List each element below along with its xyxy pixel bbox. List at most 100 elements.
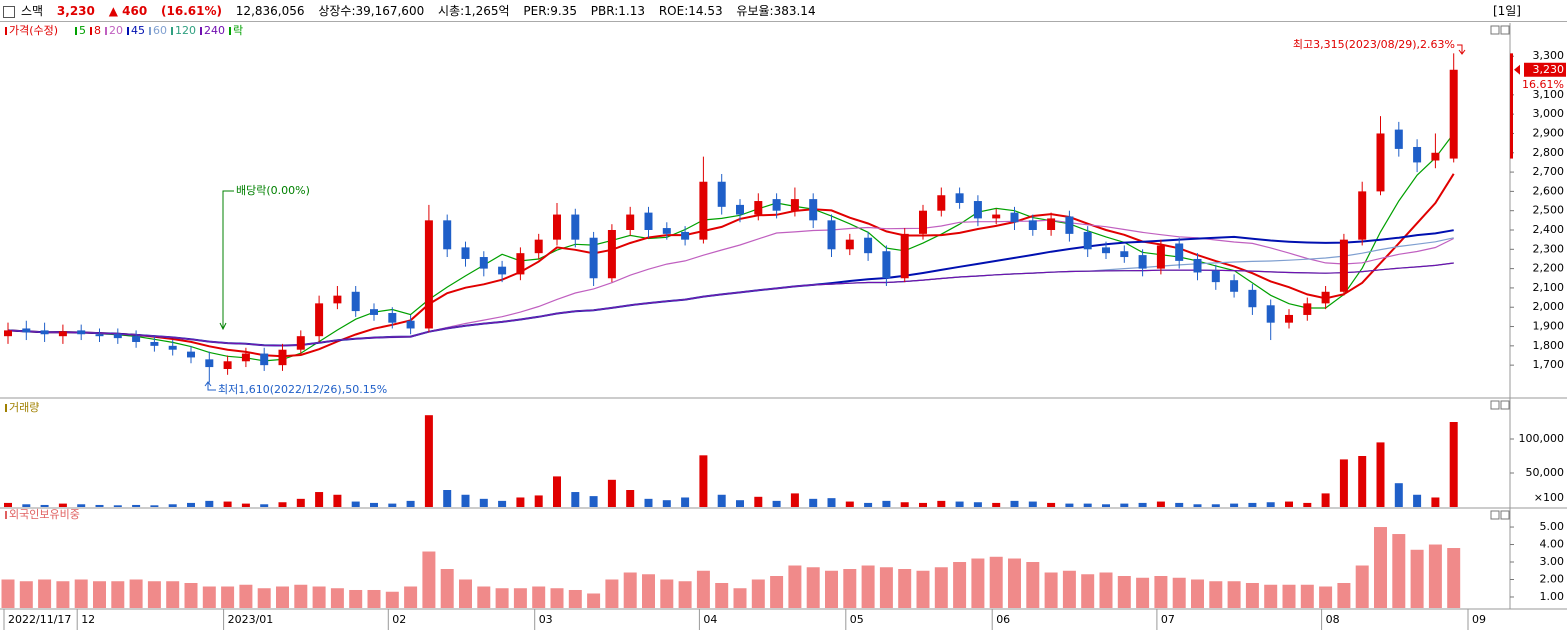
bar (644, 498, 653, 507)
x-tick-label: 04 (703, 613, 717, 626)
stock-name: 스맥 (21, 4, 44, 18)
candle-body (223, 361, 232, 370)
pane-button[interactable] (1490, 510, 1500, 520)
bar (278, 502, 287, 507)
bar (937, 500, 946, 507)
candle-body (589, 237, 598, 279)
bar (77, 504, 86, 507)
bar (973, 502, 982, 507)
bar (4, 502, 12, 507)
bar (660, 579, 674, 608)
bar (388, 503, 397, 507)
candle-body (717, 181, 726, 207)
bar (642, 574, 655, 608)
bar (736, 500, 744, 507)
candle-body (132, 336, 141, 342)
bar (241, 503, 250, 507)
bar (1211, 504, 1220, 507)
bar (699, 455, 708, 507)
bar (1413, 494, 1422, 507)
candle-body (1047, 218, 1056, 230)
y-tick-label: 2,400 (1533, 223, 1565, 236)
bar (1099, 572, 1113, 608)
bar (1172, 577, 1186, 608)
pane-button[interactable] (1490, 400, 1500, 410)
candle-body (1248, 289, 1257, 308)
listed: 상장수:39,167,600 (318, 4, 425, 18)
candle-body (699, 181, 708, 240)
candle-body (736, 204, 744, 215)
last-price-pointer (1514, 64, 1520, 75)
x-tick-label: 2022/11/17 (8, 613, 71, 626)
pane-title: 외국인보유비중 (9, 508, 80, 521)
bar (516, 497, 525, 507)
candle-body (1285, 314, 1293, 323)
bar (1449, 422, 1458, 507)
bar (150, 505, 159, 507)
candle-body (662, 228, 671, 234)
bar (1227, 581, 1241, 608)
legend-label: 락 (233, 24, 243, 37)
candle-body (187, 351, 195, 358)
bar (1138, 502, 1147, 507)
candle-body (424, 220, 433, 329)
bar (260, 504, 269, 507)
y-tick-label: 3,000 (1533, 107, 1565, 120)
bar (715, 582, 729, 608)
bar (1447, 548, 1461, 608)
range-bar (1510, 53, 1513, 159)
bar (477, 586, 491, 608)
bar (1358, 456, 1367, 507)
candle-body (772, 199, 781, 211)
bar (479, 498, 488, 507)
pane-button[interactable] (1500, 510, 1510, 520)
x-tick-label: 07 (1161, 613, 1175, 626)
x-tick-label: 2023/01 (228, 613, 274, 626)
bar (1339, 459, 1348, 507)
unit-label: ×100 (1534, 491, 1564, 504)
bar (825, 570, 838, 608)
bar (370, 502, 378, 507)
bar (1136, 577, 1150, 608)
checkbox[interactable] (3, 5, 15, 18)
bar (809, 498, 818, 507)
bar (1264, 584, 1278, 608)
candle-body (1394, 129, 1403, 149)
bar (1062, 570, 1076, 608)
bar (971, 558, 985, 608)
y-tick-label: 3,100 (1533, 88, 1565, 101)
bar (843, 569, 857, 608)
pane-button[interactable] (1500, 400, 1510, 410)
high-note: 최고3,315(2023/08/29),2.63% (1293, 38, 1455, 51)
pane-button[interactable] (1500, 25, 1510, 35)
candle-body (40, 330, 49, 335)
bar (845, 501, 854, 507)
bar (113, 505, 122, 507)
x-tick-label: 12 (81, 613, 95, 626)
candle-body (1010, 212, 1019, 223)
bar (1209, 581, 1223, 608)
period-button[interactable]: [1일] (1492, 4, 1521, 18)
y-tick-label: 1.00 (1540, 590, 1565, 603)
candle-body (95, 334, 104, 337)
bar (205, 500, 214, 507)
bar (900, 502, 909, 507)
x-tick-label: 08 (1326, 613, 1340, 626)
bar (330, 588, 344, 608)
candle-body (113, 334, 122, 339)
bar (38, 579, 52, 608)
y-tick-label: 2.00 (1540, 572, 1565, 585)
y-tick-label: 5.00 (1540, 520, 1565, 533)
bar (1117, 576, 1131, 608)
candle-body (1230, 280, 1239, 292)
pane-title: 가격(수정) (9, 24, 58, 37)
bar (864, 502, 873, 507)
bar (74, 579, 88, 608)
reserve: 유보율:383.14 (736, 4, 816, 18)
bar (95, 504, 104, 507)
bar (223, 501, 232, 507)
pane-button[interactable] (1490, 25, 1500, 35)
x-tick-label: 02 (392, 613, 406, 626)
bar (587, 593, 601, 608)
